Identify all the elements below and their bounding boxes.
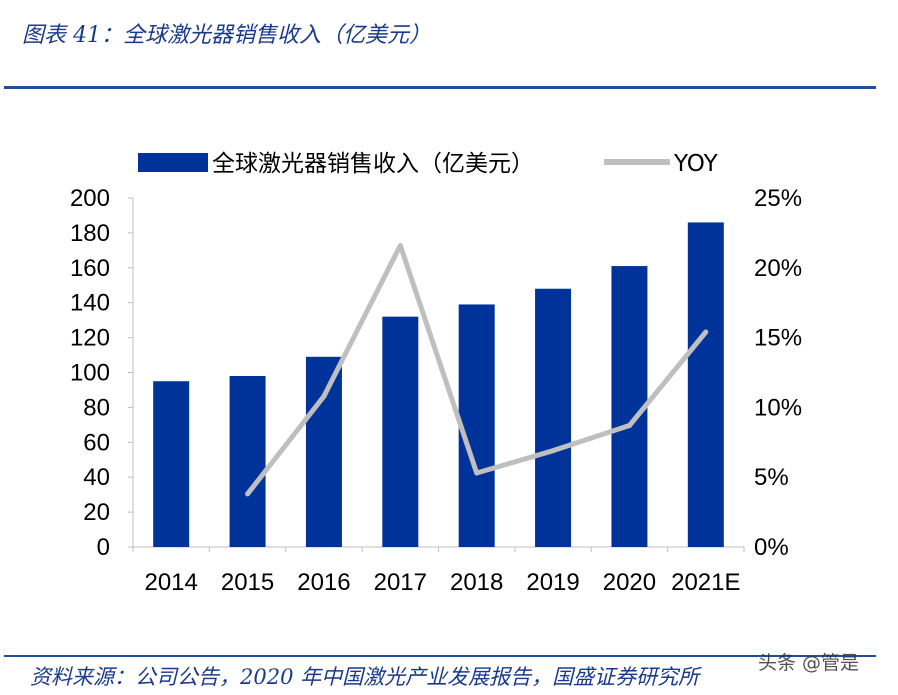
watermark: 头条 @管是	[758, 652, 860, 674]
left-tick-label: 40	[83, 464, 110, 491]
yoy-point-2021E	[703, 329, 709, 335]
left-tick-label: 160	[70, 255, 110, 282]
left-tick-label: 100	[70, 360, 110, 387]
right-tick-label: 20%	[754, 255, 802, 282]
yoy-point-2018	[474, 470, 480, 476]
x-tick-label: 2015	[221, 569, 274, 596]
bar-2014	[153, 381, 190, 547]
bar-2019	[535, 288, 572, 547]
top-rule	[4, 86, 876, 89]
x-tick-label: 2019	[526, 569, 579, 596]
left-tick-label: 120	[70, 325, 110, 352]
left-tick-label: 0	[97, 534, 110, 561]
bottom-rule	[4, 655, 876, 657]
source-note: 资料来源：公司公告，2020 年中国激光产业发展报告，国盛证券研究所	[30, 665, 700, 689]
left-tick-label: 60	[83, 429, 110, 456]
yoy-point-2019	[550, 448, 556, 454]
right-tick-label: 5%	[754, 464, 789, 491]
x-tick-label: 2018	[450, 569, 503, 596]
left-tick-label: 140	[70, 290, 110, 317]
right-tick-label: 10%	[754, 394, 802, 421]
yoy-series	[245, 242, 709, 497]
bar-2017	[382, 316, 419, 547]
yoy-point-2020	[626, 423, 632, 429]
right-tick-label: 15%	[754, 325, 802, 352]
bar-2021E	[687, 222, 724, 547]
yoy-point-2016	[321, 393, 327, 399]
legend-bar-label: 全球激光器销售收入（亿美元）	[212, 151, 534, 177]
legend-bar-swatch	[138, 153, 208, 172]
left-tick-label: 180	[70, 220, 110, 247]
right-tick-label: 25%	[754, 185, 802, 212]
legend-line-label: YOY	[673, 151, 719, 177]
bar-2020	[611, 266, 648, 547]
x-tick-label: 2020	[603, 569, 656, 596]
bar-2016	[305, 356, 342, 547]
bar-series	[153, 222, 724, 547]
bar-2015	[229, 375, 266, 547]
x-tick-label: 2017	[374, 569, 427, 596]
x-tick-label: 2016	[297, 569, 350, 596]
figure-title: 图表 41：全球激光器销售收入（亿美元）	[22, 23, 431, 48]
left-tick-label: 200	[70, 185, 110, 212]
right-tick-label: 0%	[754, 534, 789, 561]
legend: 全球激光器销售收入（亿美元） YOY	[138, 151, 719, 177]
left-tick-label: 20	[83, 499, 110, 526]
axes: 0 20 40 60 80 100 120 140 160 180 200 0% 5% 10% 15% 20%…	[70, 185, 802, 596]
left-tick-label: 80	[83, 394, 110, 421]
yoy-point-2017	[397, 242, 403, 248]
bar-2018	[458, 304, 495, 547]
yoy-point-2015	[245, 491, 251, 497]
x-tick-label: 2014	[144, 569, 197, 596]
x-tick-label: 2021E	[671, 569, 740, 596]
chart: 全球激光器销售收入（亿美元） YOY 0 20 40 60 80 100 120 140 160…	[70, 151, 802, 596]
